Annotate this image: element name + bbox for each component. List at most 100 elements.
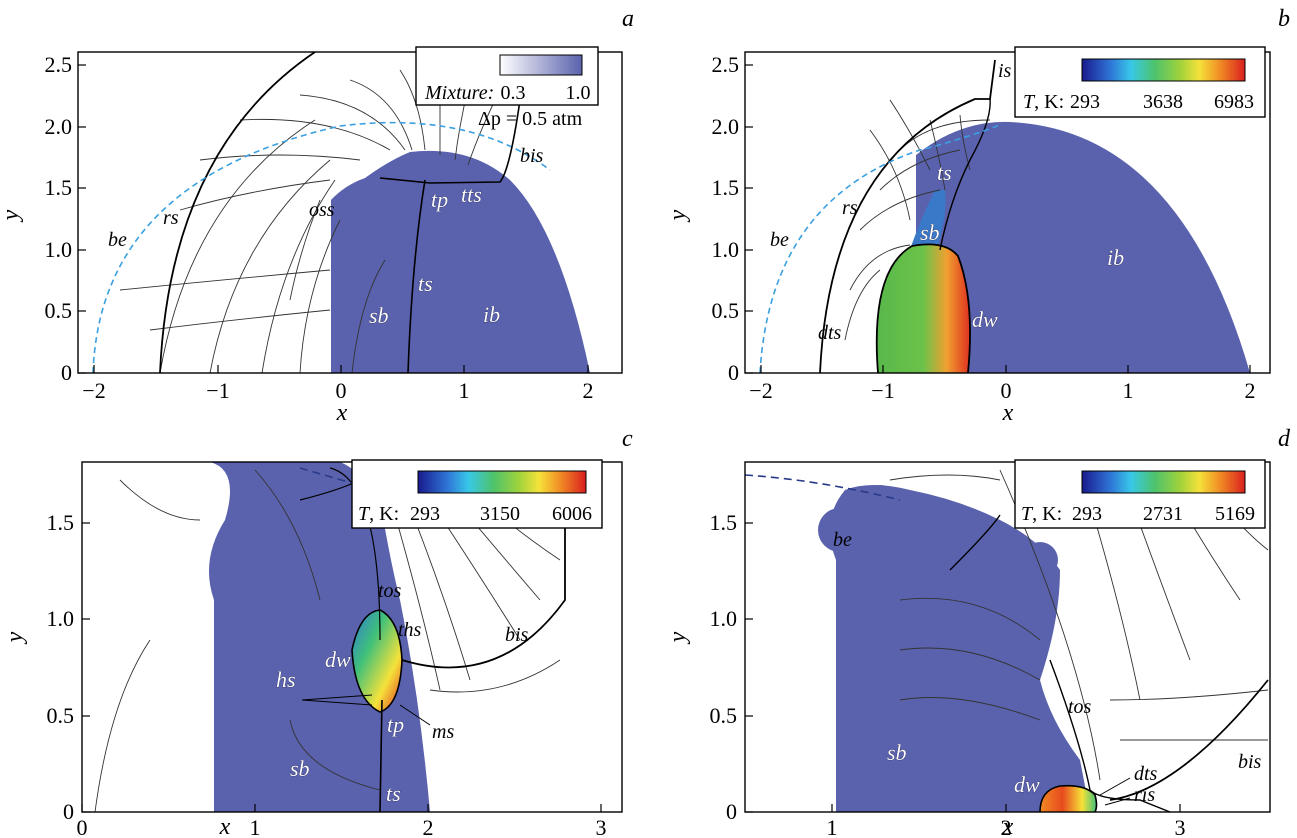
tick-marks-a: [78, 64, 589, 374]
x-tick: 0: [77, 815, 88, 838]
bis-line: [1109, 679, 1269, 801]
x-tick-labels-b: −2 −1 0 1 2: [749, 378, 1255, 403]
x-tick: 1: [459, 378, 470, 403]
axes-frame-b: [744, 51, 1271, 374]
mixture-region: [916, 121, 1250, 373]
legend-max: 6983: [1214, 91, 1254, 113]
label-ts: ts: [386, 781, 401, 806]
label-tos: tos: [1068, 696, 1092, 718]
y-tick: 2.5: [45, 52, 73, 77]
tos-line: [1049, 659, 1171, 813]
y-tick: 1.5: [47, 510, 75, 535]
y-tick: 2.5: [712, 52, 740, 77]
label-tp: tp: [387, 712, 404, 737]
legend-b: T, K: 293 3638 6983: [1014, 46, 1266, 118]
dashed-boundary: [744, 474, 901, 501]
y-tick: 0: [728, 360, 739, 385]
y-tick: 0: [61, 360, 72, 385]
y-tick: 2.0: [45, 114, 73, 139]
label-ris: ris: [1134, 784, 1155, 806]
label-be: be: [770, 229, 789, 251]
x-tick: 0: [1001, 378, 1012, 403]
y-tick: 0.5: [47, 703, 75, 728]
y-tick: 2.0: [712, 114, 740, 139]
x-tick: 1: [827, 815, 838, 838]
bis-line: [401, 462, 566, 669]
y-axis-label-d: y: [665, 631, 691, 644]
label-ts: ts: [937, 160, 952, 185]
x-tick: 2: [1245, 378, 1256, 403]
y-tick-labels-b: 0 0.5 1.0 1.5 2.0 2.5: [712, 52, 740, 385]
x-tick: −2: [82, 378, 105, 403]
dw-line: [875, 243, 971, 374]
legend-min: 293: [1070, 91, 1100, 113]
annotations-c: tos ths bis dw hs tp ms sb ts: [276, 580, 529, 806]
legend-min: 293: [410, 503, 440, 525]
plot-area-d: [744, 469, 1269, 813]
panel-letter-b: b: [1278, 6, 1290, 32]
legend-mid: 3638: [1143, 91, 1183, 113]
label-is: is: [998, 60, 1012, 82]
x-tick: 2: [1001, 815, 1012, 838]
annotations-d: be tos sb dw dts ris bis: [833, 529, 1262, 806]
tick-marks-d: [745, 522, 1181, 813]
label-ib: ib: [483, 302, 500, 327]
panel-d: d: [665, 426, 1291, 838]
x-tick: −2: [749, 378, 772, 403]
sb-line: [351, 259, 386, 374]
label-rs: rs: [163, 207, 179, 229]
label-dts: dts: [818, 322, 842, 344]
label-be: be: [108, 229, 127, 251]
plot-area-c: [94, 462, 566, 813]
detonation-region: [352, 610, 402, 712]
legend-max: 1.0: [566, 82, 591, 104]
legend-max: 6006: [552, 503, 592, 525]
vortex: [860, 485, 900, 525]
label-ms: ms: [432, 721, 454, 743]
outer-shock-line: [159, 51, 316, 374]
plot-area-b: [759, 59, 1250, 374]
x-tick: 1: [1123, 378, 1134, 403]
vortex: [1022, 542, 1058, 578]
y-axis-label-a: y: [0, 209, 24, 222]
label-dw: dw: [1014, 772, 1040, 797]
label-ts: ts: [418, 271, 433, 296]
legend-label: T, K:: [1023, 91, 1064, 113]
y-tick: 1.0: [47, 606, 75, 631]
x-tick: 0: [336, 378, 347, 403]
tick-marks-c: [81, 522, 602, 813]
dashed-boundary: [759, 124, 1001, 374]
x-tick: 2: [583, 378, 594, 403]
x-tick: 3: [596, 815, 607, 838]
legend-label: Mixture:: [424, 82, 494, 104]
label-dw: dw: [972, 307, 998, 332]
oblique-line: [949, 514, 1001, 571]
label-tts: tts: [461, 182, 482, 207]
label-be: be: [833, 529, 852, 551]
annotations-a: be rs oss tp tts bis ts sb ib: [108, 145, 544, 328]
y-tick: 1.0: [45, 237, 73, 262]
axes-frame-d: [744, 461, 1271, 813]
label-sb: sb: [369, 303, 389, 328]
label-sb: sb: [290, 756, 310, 781]
ts-line: [939, 98, 991, 251]
label-ib: ib: [1107, 245, 1124, 270]
y-tick: 1.0: [710, 606, 738, 631]
y-tick: 1.5: [712, 175, 740, 200]
mixture-region: [829, 485, 1090, 812]
x-axis-label-d: x: [1002, 814, 1014, 838]
legend-label: T, K:: [1021, 503, 1062, 525]
panel-letter-a: a: [622, 6, 634, 32]
vortex: [240, 500, 280, 540]
y-tick: 0.5: [710, 703, 738, 728]
x-tick: 1: [250, 815, 261, 838]
label-dts: dts: [1134, 763, 1158, 785]
legend-d: T, K: 293 2731 5169: [1014, 459, 1266, 529]
legend-c: T, K: 293 3150 6006: [351, 459, 603, 529]
x-tick: 3: [1175, 815, 1186, 838]
y-tick: 0.5: [712, 298, 740, 323]
x-tick-labels-c: 0 1 2 3: [77, 815, 607, 838]
legend-min: 0.3: [501, 82, 526, 104]
label-bis: bis: [1238, 751, 1262, 773]
label-rs: rs: [842, 197, 858, 219]
